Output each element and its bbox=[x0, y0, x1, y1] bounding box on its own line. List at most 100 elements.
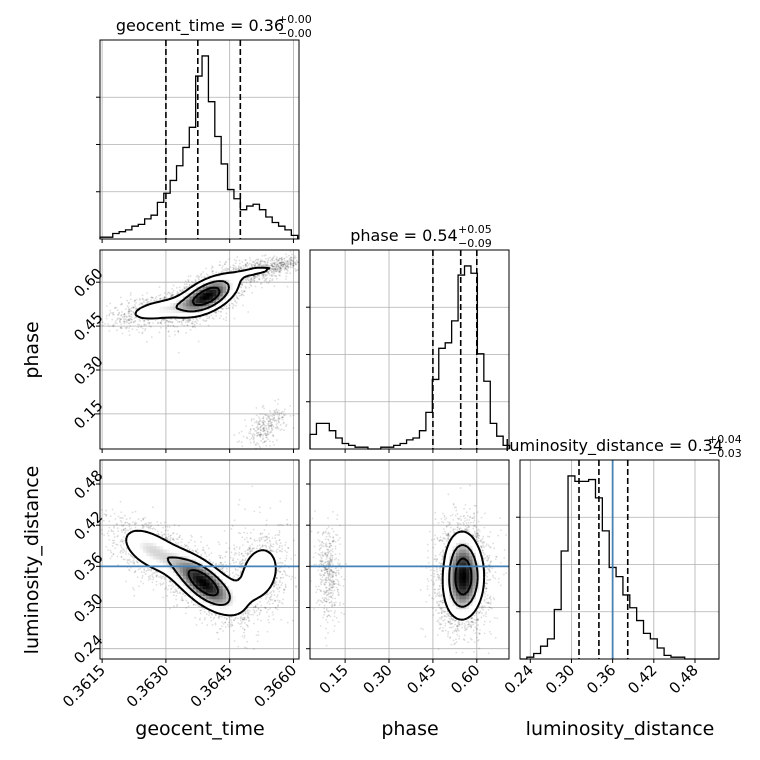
sample-point bbox=[155, 296, 158, 298]
sample-point bbox=[206, 317, 209, 320]
sample-point bbox=[253, 261, 256, 264]
sample-point bbox=[270, 264, 273, 267]
sample-point bbox=[286, 270, 289, 272]
sample-point bbox=[175, 538, 178, 540]
sample-point bbox=[260, 429, 262, 432]
sample-point bbox=[276, 269, 279, 272]
sample-point bbox=[258, 423, 261, 426]
sample-point bbox=[262, 417, 264, 420]
sample-point bbox=[272, 268, 275, 271]
sample-point bbox=[276, 425, 278, 428]
sample-point bbox=[170, 295, 173, 298]
sample-point bbox=[261, 254, 264, 257]
density-pixel bbox=[222, 286, 227, 291]
density-pixel bbox=[196, 306, 200, 311]
sample-point bbox=[239, 625, 242, 628]
sample-point bbox=[115, 306, 118, 309]
sample-point bbox=[246, 449, 248, 451]
sample-point bbox=[204, 551, 206, 554]
sample-point bbox=[197, 605, 200, 608]
sample-point bbox=[265, 436, 267, 439]
sample-point bbox=[196, 551, 198, 554]
sample-point bbox=[263, 407, 265, 410]
sample-point bbox=[129, 324, 132, 327]
sample-point bbox=[241, 621, 244, 623]
sample-point bbox=[209, 560, 212, 563]
density-pixel bbox=[163, 306, 167, 311]
sample-point bbox=[296, 268, 299, 271]
sample-point bbox=[252, 260, 254, 263]
sample-point bbox=[140, 325, 143, 327]
density-pixel bbox=[229, 293, 234, 297]
sample-point bbox=[270, 427, 273, 430]
sample-point bbox=[259, 431, 261, 434]
sample-point bbox=[126, 305, 129, 307]
sample-point bbox=[261, 259, 263, 262]
sample-point bbox=[287, 266, 290, 269]
density-pixel bbox=[186, 306, 190, 311]
sample-point bbox=[259, 435, 262, 438]
sample-point bbox=[198, 276, 201, 278]
sample-point bbox=[283, 262, 286, 265]
sample-point bbox=[291, 253, 293, 256]
sample-point bbox=[148, 321, 151, 324]
density-pixel bbox=[199, 299, 204, 304]
sample-point bbox=[109, 311, 112, 314]
sample-point bbox=[266, 261, 269, 264]
sample-point bbox=[271, 263, 274, 266]
sample-point bbox=[286, 265, 289, 267]
sample-point bbox=[164, 529, 167, 532]
sample-point bbox=[163, 318, 166, 321]
sample-point bbox=[253, 277, 256, 280]
sample-point bbox=[191, 320, 194, 323]
sample-point bbox=[286, 260, 289, 263]
sample-point bbox=[267, 272, 270, 274]
sample-point bbox=[282, 264, 285, 266]
sample-point bbox=[288, 258, 291, 260]
sample-point bbox=[276, 413, 279, 416]
sample-point bbox=[167, 321, 170, 324]
y-tick-label: 0.48 bbox=[70, 466, 106, 502]
sample-point bbox=[222, 318, 225, 320]
sample-point bbox=[176, 290, 179, 293]
sample-point bbox=[128, 311, 130, 313]
sample-point bbox=[269, 424, 272, 427]
sample-point bbox=[246, 624, 249, 627]
sample-point bbox=[290, 262, 292, 265]
density-pixel bbox=[179, 296, 184, 301]
density-pixel bbox=[226, 279, 230, 284]
sample-point bbox=[292, 259, 295, 262]
density-pixel bbox=[232, 286, 237, 291]
sample-point bbox=[218, 263, 221, 266]
sample-point bbox=[165, 327, 168, 329]
sample-point bbox=[176, 293, 178, 295]
sample-point bbox=[283, 259, 286, 262]
sample-point bbox=[195, 322, 198, 325]
sample-point bbox=[283, 267, 286, 270]
sample-point bbox=[266, 431, 269, 434]
sample-point bbox=[231, 623, 234, 626]
sample-point bbox=[246, 277, 249, 279]
sample-point bbox=[289, 259, 292, 261]
sample-point bbox=[149, 299, 152, 302]
sample-point bbox=[268, 424, 271, 427]
sample-point bbox=[239, 245, 241, 247]
sample-point bbox=[134, 319, 137, 322]
sample-point bbox=[258, 417, 261, 420]
sample-point bbox=[225, 267, 228, 270]
density-pixel bbox=[216, 283, 220, 287]
density-pixel bbox=[149, 309, 154, 314]
sample-point bbox=[168, 320, 170, 323]
sample-point bbox=[250, 417, 253, 420]
sample-point bbox=[199, 323, 202, 326]
sample-point bbox=[194, 317, 197, 320]
sample-point bbox=[260, 282, 263, 285]
density-pixel bbox=[209, 289, 214, 294]
sample-point bbox=[267, 433, 270, 436]
sample-point bbox=[263, 441, 266, 443]
sample-point bbox=[196, 603, 199, 606]
sample-point bbox=[175, 319, 178, 322]
sample-point bbox=[268, 265, 271, 267]
sample-point bbox=[225, 617, 228, 620]
sample-point bbox=[275, 408, 278, 411]
